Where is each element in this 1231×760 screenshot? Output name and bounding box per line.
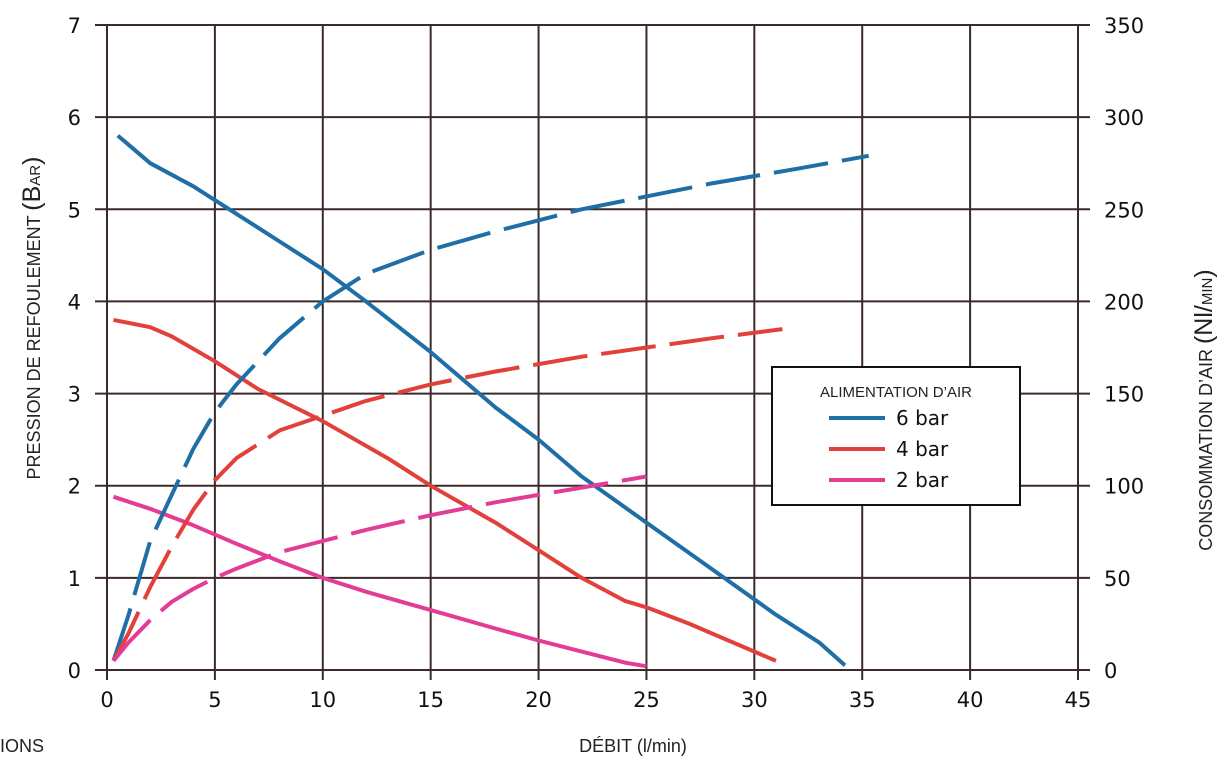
legend-box: [771, 366, 1021, 506]
x-tick-label: 5: [208, 688, 221, 712]
x-tick-label: 45: [1065, 688, 1092, 712]
x-tick-label: 40: [957, 688, 984, 712]
y2-axis-label: CONSOMMATION D’AIR (Nl/MIN): [1190, 269, 1218, 550]
y2-tick-label: 150: [1104, 383, 1144, 407]
y-tick-label: 7: [68, 14, 81, 38]
y2-tick-label: 100: [1104, 475, 1144, 499]
x-tick-label: 35: [849, 688, 876, 712]
x-tick-label: 0: [100, 688, 113, 712]
x-tick-label: 25: [633, 688, 660, 712]
y2-tick-label: 350: [1104, 14, 1144, 38]
x-tick-label: 20: [525, 688, 552, 712]
edge-text: IONS: [0, 736, 44, 756]
legend-entries: 6 bar 4 bar 2 bar: [829, 406, 949, 492]
pressure-line-2-bar: [112, 494, 647, 669]
legend: ALIMENTATION D’AIR 6 bar 4 bar 2 bar: [771, 366, 1021, 506]
y2-tick-label: 300: [1104, 106, 1144, 130]
y2-tick-label: 0: [1104, 659, 1117, 683]
y-tick-label: 3: [68, 383, 81, 407]
chart-series: [111, 134, 870, 669]
y-tick-label: 2: [68, 475, 81, 499]
x-tick-label: 15: [417, 688, 444, 712]
air-consumption-line-4-bar: [111, 327, 783, 662]
x-tick-label: 30: [741, 688, 768, 712]
y-tick-label: 5: [68, 198, 81, 222]
pressure-line-6-bar: [116, 134, 847, 667]
y-tick-label: 1: [68, 567, 81, 591]
y-tick-label: 6: [68, 106, 81, 130]
x-axis-label: DÉBIT (l/min): [579, 736, 687, 756]
tick-labels: 0 5 10 15 20 25 30 35 40 450123456705010015020025…: [68, 14, 1144, 712]
air-consumption-line-2-bar: [111, 474, 647, 663]
x-tick-label: 10: [309, 688, 336, 712]
y2-tick-label: 200: [1104, 290, 1144, 314]
y2-tick-label: 50: [1104, 567, 1131, 591]
legend-label: 6 bar: [896, 406, 949, 430]
y-axis-label: PRESSION DE REFOULEMENT (BAR): [18, 157, 46, 480]
legend-label: 2 bar: [896, 468, 949, 492]
y-tick-label: 0: [68, 659, 81, 683]
pressure-line-4-bar: [113, 317, 777, 663]
legend-title: ALIMENTATION D’AIR: [820, 384, 972, 401]
y-tick-label: 4: [68, 290, 81, 314]
air-consumption-line-6-bar: [111, 153, 870, 662]
y2-tick-label: 250: [1104, 198, 1144, 222]
legend-label: 4 bar: [896, 437, 949, 461]
